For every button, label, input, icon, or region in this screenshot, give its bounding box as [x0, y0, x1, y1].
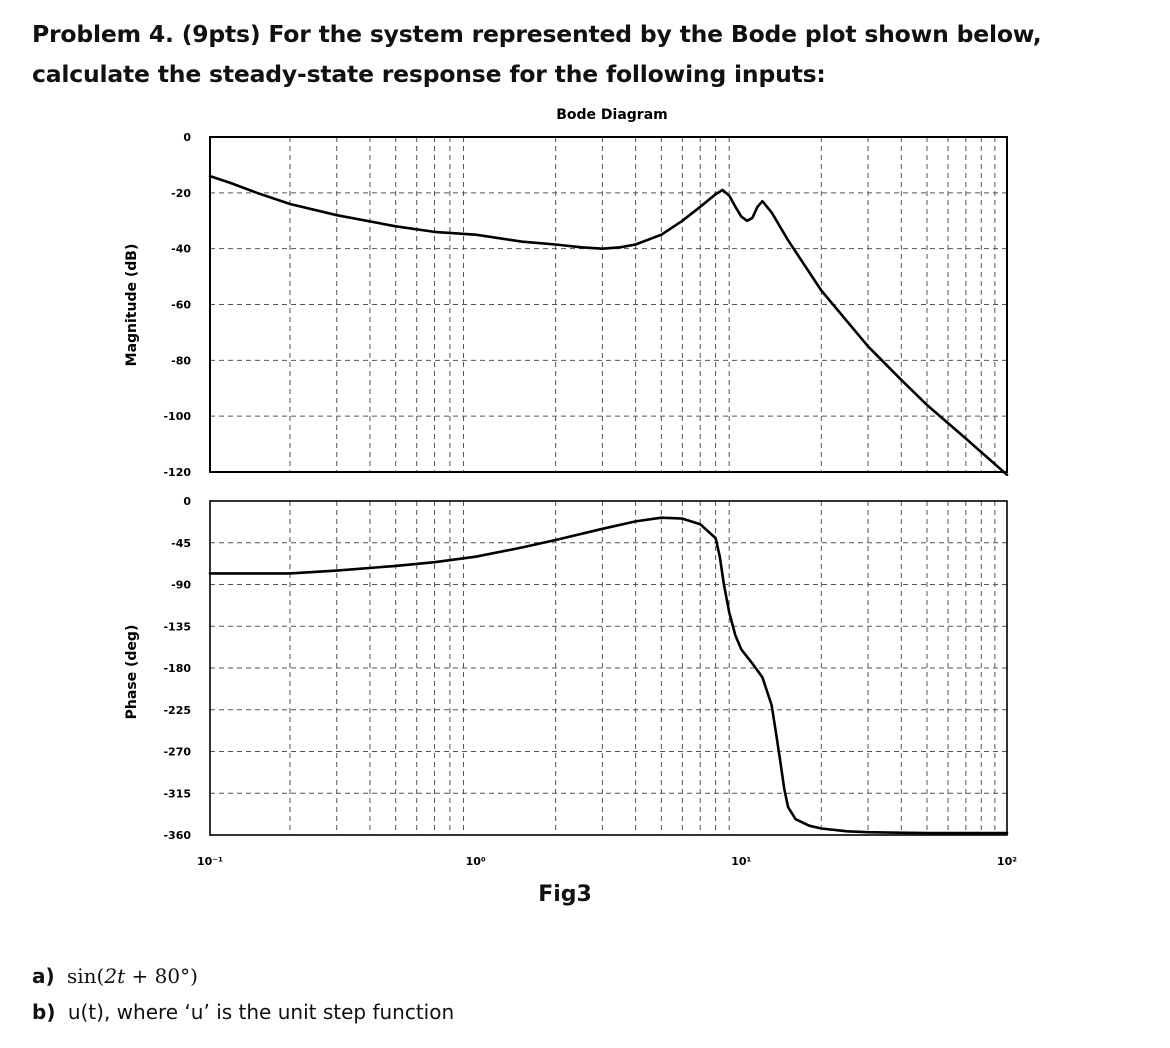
- input-a-deg: °: [180, 964, 191, 988]
- bode-title: Bode Diagram: [556, 107, 668, 123]
- phase-ytick-label: -180: [163, 662, 191, 675]
- input-a: a) sin(2t + 80°): [32, 958, 454, 994]
- figure-label: Fig3: [538, 882, 592, 907]
- input-a-expression: sin(2t + 80°): [67, 964, 198, 988]
- magnitude-ylabel: Magnitude (dB): [124, 244, 140, 367]
- input-b: b) u(t), where ‘u’ is the unit step func…: [32, 994, 454, 1030]
- magnitude-frame: [209, 136, 1008, 473]
- magnitude-ytick-label: 0: [183, 131, 191, 144]
- bode-diagram: Bode Diagram 0 -20 -40 -60 -80 -100 -120 0 -45 -…: [124, 107, 1017, 868]
- inputs-list: a) sin(2t + 80°) b) u(t), where ‘u’ is t…: [32, 958, 454, 1030]
- frequency-tick-label: 10⁰: [466, 855, 486, 868]
- phase-ytick-label: -45: [171, 537, 191, 550]
- phase-ytick-label: -90: [171, 579, 191, 592]
- phase-ylabel: Phase (deg): [124, 625, 140, 720]
- input-b-text: u(t), where ‘u’ is the unit step functio…: [67, 1000, 455, 1024]
- phase-ytick-label: -225: [163, 704, 191, 717]
- input-a-t: 2t: [104, 964, 126, 988]
- magnitude-ytick-label: -100: [163, 410, 191, 423]
- input-a-open: (: [96, 964, 105, 988]
- phase-grid: [210, 501, 1007, 835]
- input-a-close: ): [190, 964, 198, 988]
- input-a-func: sin: [67, 964, 97, 988]
- magnitude-ytick-label: -20: [171, 187, 191, 200]
- problem-statement: Problem 4. (9pts) For the system represe…: [32, 20, 1042, 88]
- input-b-label: b): [32, 1000, 56, 1024]
- phase-ytick-label: -315: [163, 787, 191, 800]
- input-a-plus: +: [131, 964, 149, 988]
- phase-ytick-labels: 0 -45 -90 -135 -180 -225 -270 -315 -360: [163, 495, 191, 842]
- input-a-label: a): [32, 964, 55, 988]
- phase-ytick-label: 0: [183, 495, 191, 508]
- frequency-tick-label: 10¹: [731, 855, 751, 868]
- phase-series-line: [208, 516, 1009, 835]
- frequency-tick-labels: 10⁻¹ 10⁰ 10¹ 10²: [197, 855, 1017, 868]
- magnitude-ytick-label: -120: [163, 466, 191, 479]
- magnitude-ytick-labels: 0 -20 -40 -60 -80 -100 -120: [163, 131, 191, 479]
- input-a-num: 80: [154, 964, 181, 988]
- frequency-tick-label: 10⁻¹: [197, 855, 223, 868]
- frequency-tick-label: 10²: [997, 855, 1017, 868]
- magnitude-ytick-label: -40: [171, 243, 191, 256]
- magnitude-grid: [210, 137, 1007, 472]
- magnitude-ytick-label: -80: [171, 354, 191, 367]
- magnitude-ytick-label: -60: [171, 299, 191, 312]
- magnitude-series-line: [208, 174, 1009, 477]
- phase-ytick-label: -270: [163, 746, 191, 759]
- phase-ytick-label: -360: [163, 829, 191, 842]
- phase-ytick-label: -135: [163, 620, 191, 633]
- phase-frame: [209, 500, 1008, 836]
